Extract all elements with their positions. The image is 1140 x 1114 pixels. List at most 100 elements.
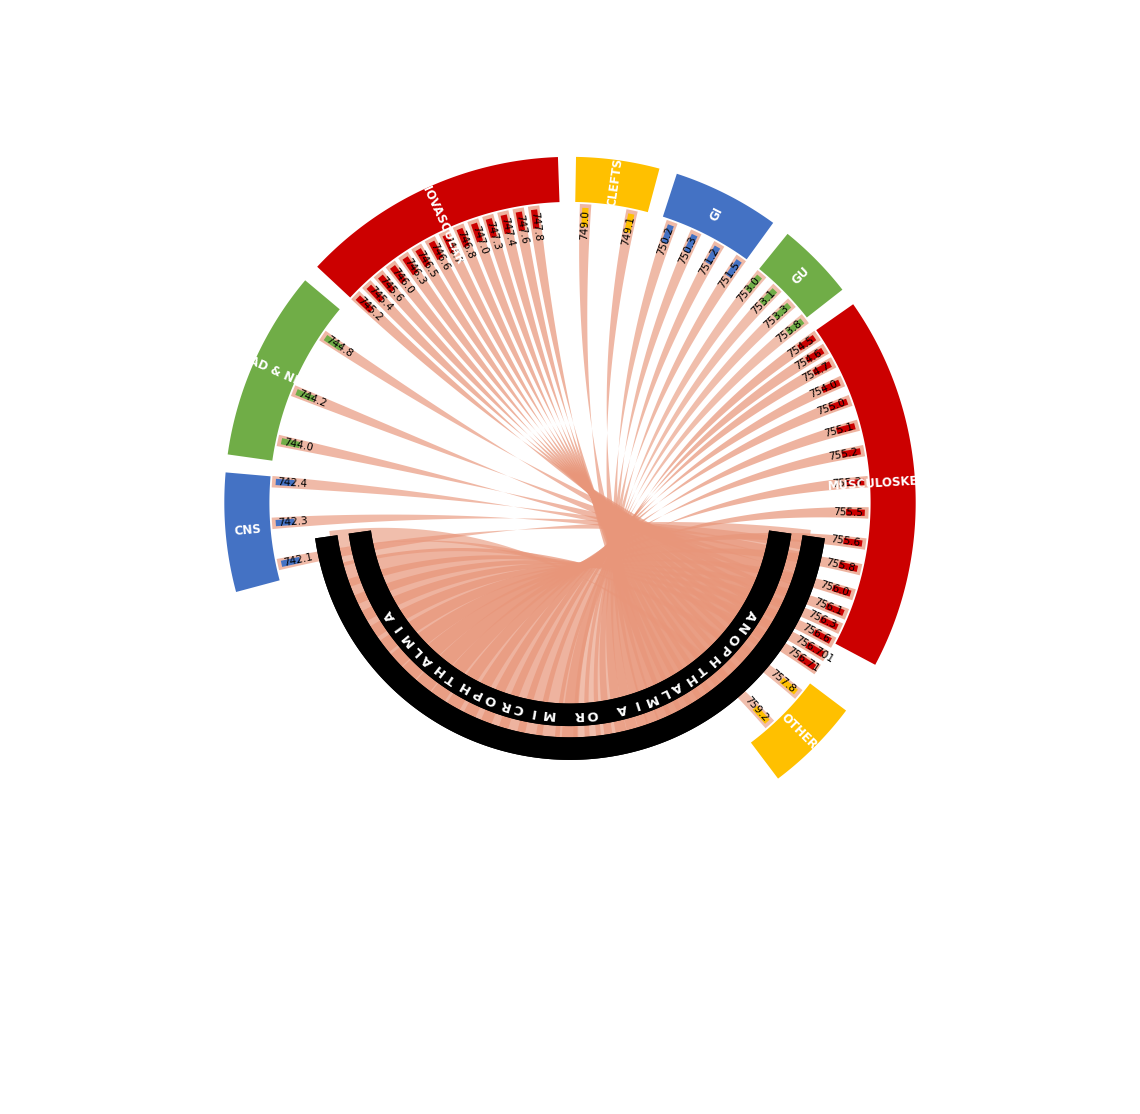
Text: 755.3: 755.3 bbox=[832, 477, 863, 489]
Text: 744.0: 744.0 bbox=[283, 437, 314, 452]
Text: HEAD & NECK: HEAD & NECK bbox=[230, 346, 319, 395]
Polygon shape bbox=[385, 261, 779, 651]
Polygon shape bbox=[329, 528, 774, 729]
Text: R: R bbox=[497, 696, 511, 712]
Text: 750.3: 750.3 bbox=[677, 235, 699, 266]
Text: 742.3: 742.3 bbox=[277, 516, 308, 528]
Polygon shape bbox=[573, 299, 796, 745]
Text: 753.3: 753.3 bbox=[763, 303, 791, 330]
Text: M: M bbox=[641, 691, 658, 707]
Text: 756.6: 756.6 bbox=[800, 622, 831, 644]
Text: 759.2: 759.2 bbox=[742, 695, 770, 723]
Polygon shape bbox=[611, 229, 701, 737]
Polygon shape bbox=[584, 284, 782, 744]
Polygon shape bbox=[513, 207, 707, 719]
Polygon shape bbox=[291, 385, 801, 598]
Text: 756.701: 756.701 bbox=[793, 634, 834, 664]
Polygon shape bbox=[562, 314, 809, 745]
Polygon shape bbox=[332, 540, 803, 698]
Text: A: A bbox=[742, 607, 758, 623]
Polygon shape bbox=[816, 304, 915, 665]
Text: CLEFTS: CLEFTS bbox=[605, 157, 625, 207]
Text: C: C bbox=[512, 701, 524, 716]
Text: 745.2: 745.2 bbox=[356, 295, 384, 323]
Text: 755.8: 755.8 bbox=[825, 557, 856, 574]
Text: 753.8: 753.8 bbox=[774, 319, 804, 344]
Text: O: O bbox=[586, 706, 598, 721]
Text: 747.4: 747.4 bbox=[499, 216, 515, 247]
Polygon shape bbox=[412, 507, 869, 707]
Polygon shape bbox=[482, 214, 725, 706]
Text: H: H bbox=[703, 652, 720, 668]
Text: I: I bbox=[391, 622, 405, 633]
Text: 754.7: 754.7 bbox=[800, 361, 831, 383]
Polygon shape bbox=[364, 564, 849, 657]
Text: I: I bbox=[632, 697, 640, 712]
Polygon shape bbox=[317, 157, 560, 297]
Polygon shape bbox=[443, 444, 865, 724]
Text: A: A bbox=[382, 607, 398, 623]
Polygon shape bbox=[576, 157, 659, 212]
Polygon shape bbox=[349, 530, 791, 726]
Polygon shape bbox=[606, 209, 675, 732]
Polygon shape bbox=[277, 434, 805, 587]
Polygon shape bbox=[751, 683, 846, 779]
Text: 753.1: 753.1 bbox=[749, 289, 777, 316]
Text: 754.0: 754.0 bbox=[808, 379, 839, 400]
Polygon shape bbox=[439, 229, 750, 685]
Text: 747.6: 747.6 bbox=[514, 213, 529, 244]
Text: OTHER: OTHER bbox=[777, 711, 819, 752]
Polygon shape bbox=[497, 375, 845, 741]
Text: 744.2: 744.2 bbox=[296, 388, 328, 409]
Text: 747.8: 747.8 bbox=[529, 212, 543, 242]
Text: 742.1: 742.1 bbox=[283, 553, 314, 568]
Polygon shape bbox=[528, 205, 697, 723]
Text: GU: GU bbox=[789, 265, 812, 287]
Text: T: T bbox=[693, 662, 708, 677]
Polygon shape bbox=[351, 291, 795, 620]
Polygon shape bbox=[348, 560, 837, 648]
Text: 744.8: 744.8 bbox=[325, 334, 355, 360]
Text: 745.6: 745.6 bbox=[377, 275, 405, 304]
Text: 755.5: 755.5 bbox=[832, 507, 863, 518]
Text: H: H bbox=[456, 678, 472, 695]
Text: 756.3: 756.3 bbox=[806, 609, 838, 631]
Polygon shape bbox=[374, 270, 784, 641]
Polygon shape bbox=[319, 331, 798, 608]
Text: A: A bbox=[420, 652, 437, 668]
Text: L: L bbox=[657, 685, 669, 701]
Text: A: A bbox=[614, 701, 628, 716]
Text: 754.5: 754.5 bbox=[785, 334, 815, 360]
Polygon shape bbox=[349, 530, 791, 726]
Text: M: M bbox=[540, 706, 555, 721]
Text: 751.5: 751.5 bbox=[717, 260, 742, 290]
Polygon shape bbox=[374, 560, 856, 672]
Text: 746.8: 746.8 bbox=[456, 229, 477, 261]
Text: T: T bbox=[443, 671, 458, 686]
Polygon shape bbox=[315, 535, 825, 760]
Text: H: H bbox=[431, 662, 448, 678]
Text: L: L bbox=[409, 643, 425, 657]
Polygon shape bbox=[612, 219, 677, 734]
Text: CNS: CNS bbox=[234, 522, 262, 538]
Text: 755.2: 755.2 bbox=[828, 447, 860, 462]
Polygon shape bbox=[412, 244, 766, 668]
Text: M: M bbox=[398, 629, 416, 648]
Polygon shape bbox=[467, 218, 734, 700]
Text: 756.1: 756.1 bbox=[812, 596, 844, 617]
Polygon shape bbox=[335, 548, 821, 674]
Polygon shape bbox=[225, 472, 279, 592]
Text: 755.1: 755.1 bbox=[823, 422, 854, 439]
Polygon shape bbox=[315, 535, 825, 760]
Polygon shape bbox=[600, 255, 746, 742]
Text: 747.3: 747.3 bbox=[484, 219, 503, 251]
Text: 755.0: 755.0 bbox=[815, 398, 847, 418]
Polygon shape bbox=[606, 241, 724, 740]
Polygon shape bbox=[461, 420, 860, 731]
Text: H: H bbox=[681, 670, 697, 687]
Polygon shape bbox=[271, 515, 809, 563]
Text: 751.2: 751.2 bbox=[698, 246, 720, 277]
Text: A: A bbox=[668, 678, 684, 694]
Text: 755.6: 755.6 bbox=[830, 535, 861, 548]
Text: 753.0: 753.0 bbox=[735, 275, 762, 304]
